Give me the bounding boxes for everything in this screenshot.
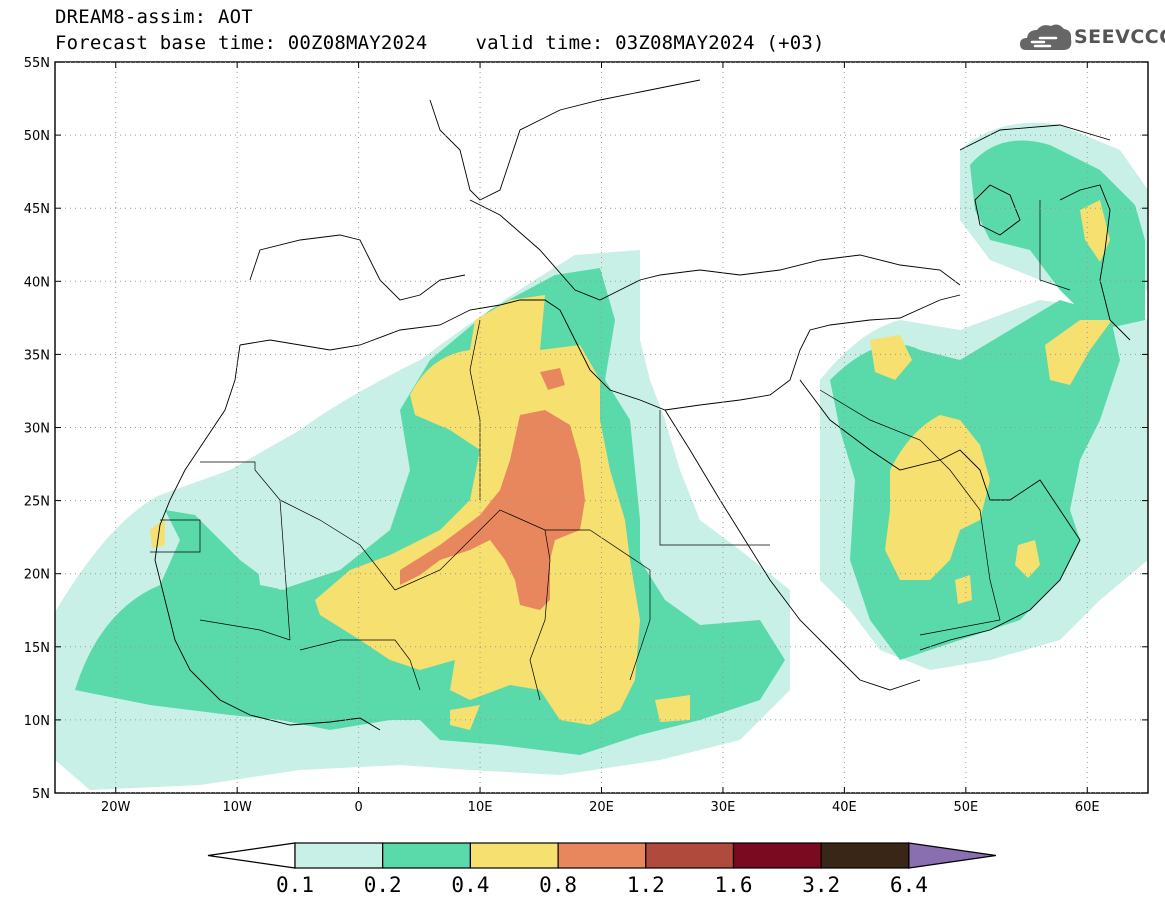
lon-tick-label: 10W: [222, 800, 252, 815]
seevccc-logo: SEEVCCC: [1018, 20, 1165, 58]
lon-tick-label: 20W: [101, 800, 131, 815]
lat-tick-label: 50N: [24, 129, 50, 144]
lat-tick-label: 30N: [24, 422, 50, 437]
logo-text: SEEVCCC: [1074, 26, 1165, 48]
colorbar-swatch: [557, 842, 647, 869]
colorbar-swatch: [382, 842, 472, 869]
colorbar-swatch: [732, 842, 822, 869]
lon-tick-label: 40E: [832, 800, 857, 815]
lat-tick-label: 15N: [24, 641, 50, 656]
colorbar-label: 0.1: [276, 873, 314, 897]
lat-tick-label: 40N: [24, 275, 50, 290]
title-line-2: Forecast base time: 00Z08MAY2024 valid ti…: [55, 32, 825, 54]
lat-tick-label: 10N: [24, 714, 50, 729]
colorbar-label: 0.2: [364, 873, 402, 897]
aot-level-0.8: [400, 368, 585, 610]
title-line-1: DREAM8-assim: AOT: [55, 6, 253, 28]
lat-tick-label: 25N: [24, 495, 50, 510]
lon-tick-label: 0: [354, 800, 362, 815]
product-title: DREAM8-assim: AOT: [55, 6, 253, 28]
base-time: Forecast base time: 00Z08MAY2024: [55, 32, 428, 54]
colorbar-swatch: [469, 842, 559, 869]
graticule: [55, 62, 1148, 793]
lon-tick-label: 30E: [711, 800, 736, 815]
valid-time: valid time: 03Z08MAY2024 (+03): [475, 32, 825, 54]
aot-field: [55, 122, 1148, 790]
lon-tick-label: 60E: [1075, 800, 1100, 815]
colorbar-swatch: [294, 842, 384, 869]
axis-ticks: [55, 61, 1148, 794]
colorbar-under-triangle: [207, 842, 296, 869]
colorbar-label: 0.4: [451, 873, 489, 897]
lat-tick-label: 20N: [24, 568, 50, 583]
lon-tick-label: 50E: [953, 800, 978, 815]
colorbar-label: 0.8: [539, 873, 577, 897]
colorbar-over-triangle: [908, 842, 996, 869]
lat-tick-label: 45N: [24, 202, 50, 217]
colorbar-swatch: [820, 842, 910, 869]
cloud-icon: [1020, 24, 1072, 50]
colorbar-label: 1.6: [715, 873, 753, 897]
colorbar-swatch: [645, 842, 735, 869]
colorbar-label: 6.4: [890, 873, 928, 897]
colorbar-label: 3.2: [802, 873, 840, 897]
lon-tick-label: 10E: [468, 800, 493, 815]
axis-labels: 20W 10W 0 10E 20E 30E 40E 50E 60E 5N 10N 15N 20N 25N 3…: [24, 56, 1100, 815]
coastlines: [154, 79, 1131, 731]
lat-tick-label: 5N: [32, 787, 50, 802]
lat-tick-label: 35N: [24, 348, 50, 363]
lat-tick-label: 55N: [24, 56, 50, 71]
colorbar-label: 1.2: [627, 873, 665, 897]
lon-tick-label: 20E: [589, 800, 614, 815]
aot-level-0.4: [150, 200, 1112, 730]
